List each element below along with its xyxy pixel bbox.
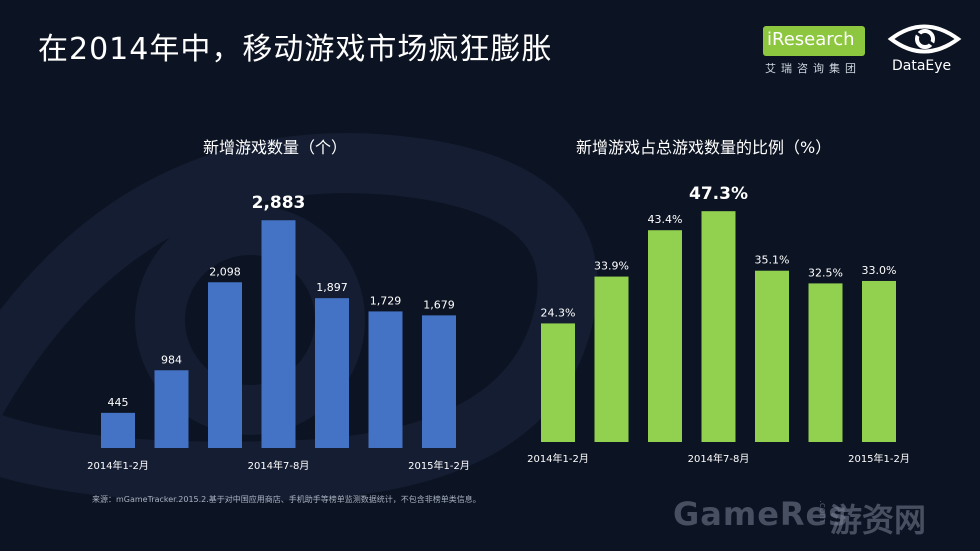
chart-1-bar-5 [368,311,403,448]
chart-1-bar-0 [101,412,135,448]
chart-2-tick-label-3: 2014年7-8月 [688,452,750,465]
chart-1-bar-3 [261,220,296,448]
iresearch-logo: iResearch 艾瑞咨询集团 [757,22,869,78]
chart-2-data-label-2: 43.4% [648,213,683,226]
chart-1-tick-label-0: 2014年1-2月 [87,459,149,472]
watermark-com: .com [817,500,827,523]
chart-1-data-label-0: 445 [108,396,129,409]
chart-1-title: 新增游戏数量（个） [203,138,348,157]
dataeye-logo: DataEye [887,20,962,80]
source-note: 来源：mGameTracker.2015.2.基于对中国应用商店、手机助手等榜单… [92,495,481,504]
dataeye-logo-text: DataEye [892,58,952,74]
chart-1-bar-2 [208,282,242,448]
chart-2-bar-5 [808,283,843,442]
chart-2-data-label-0: 24.3% [541,306,576,319]
chart-2-title: 新增游戏占总游戏数量的比例（%） [576,138,832,157]
chart-2-tick-label-6: 2015年1-2月 [848,452,910,465]
chart-1-data-label-3: 2,883 [252,193,306,213]
chart-2-data-label-6: 33.0% [862,264,897,277]
chart-1-data-label-2: 2,098 [209,265,241,278]
chart-2-data-label-3: 47.3% [689,184,748,204]
chart-1-data-label-1: 984 [161,353,182,366]
watermark-cn: 游资网 [830,501,927,539]
chart-1-tick-label-3: 2014年7-8月 [248,459,310,472]
chart-1-bar-1 [154,370,189,448]
chart-1-data-label-6: 1,679 [423,298,455,311]
chart-1-bar-6 [422,315,456,448]
chart-1-tick-label-6: 2015年1-2月 [408,459,470,472]
chart-1-data-label-5: 1,729 [370,294,402,307]
chart-2-bar-3 [701,211,736,442]
chart-2-bar-2 [648,230,682,442]
chart-2-data-label-4: 35.1% [755,254,790,267]
chart-2-data-label-5: 32.5% [808,266,843,279]
page-title: 在2014年中，移动游戏市场疯狂膨胀 [38,32,553,67]
watermark-gameres: GameRes [673,495,849,533]
eye-icon [887,24,962,54]
chart-2-data-label-1: 33.9% [594,260,629,273]
iresearch-logo-text: iResearch [767,29,855,50]
chart-2-bar-6 [862,280,896,442]
chart-1-data-label-4: 1,897 [316,281,348,294]
chart-2-bar-0 [541,323,575,442]
iresearch-badge [763,26,865,56]
chart-2-tick-label-0: 2014年1-2月 [527,452,589,465]
chart-2-bar-4 [755,270,789,442]
chart-2-bar-1 [594,276,629,442]
chart-1-bar-4 [315,298,349,448]
iresearch-logo-subtitle: 艾瑞咨询集团 [765,62,861,75]
